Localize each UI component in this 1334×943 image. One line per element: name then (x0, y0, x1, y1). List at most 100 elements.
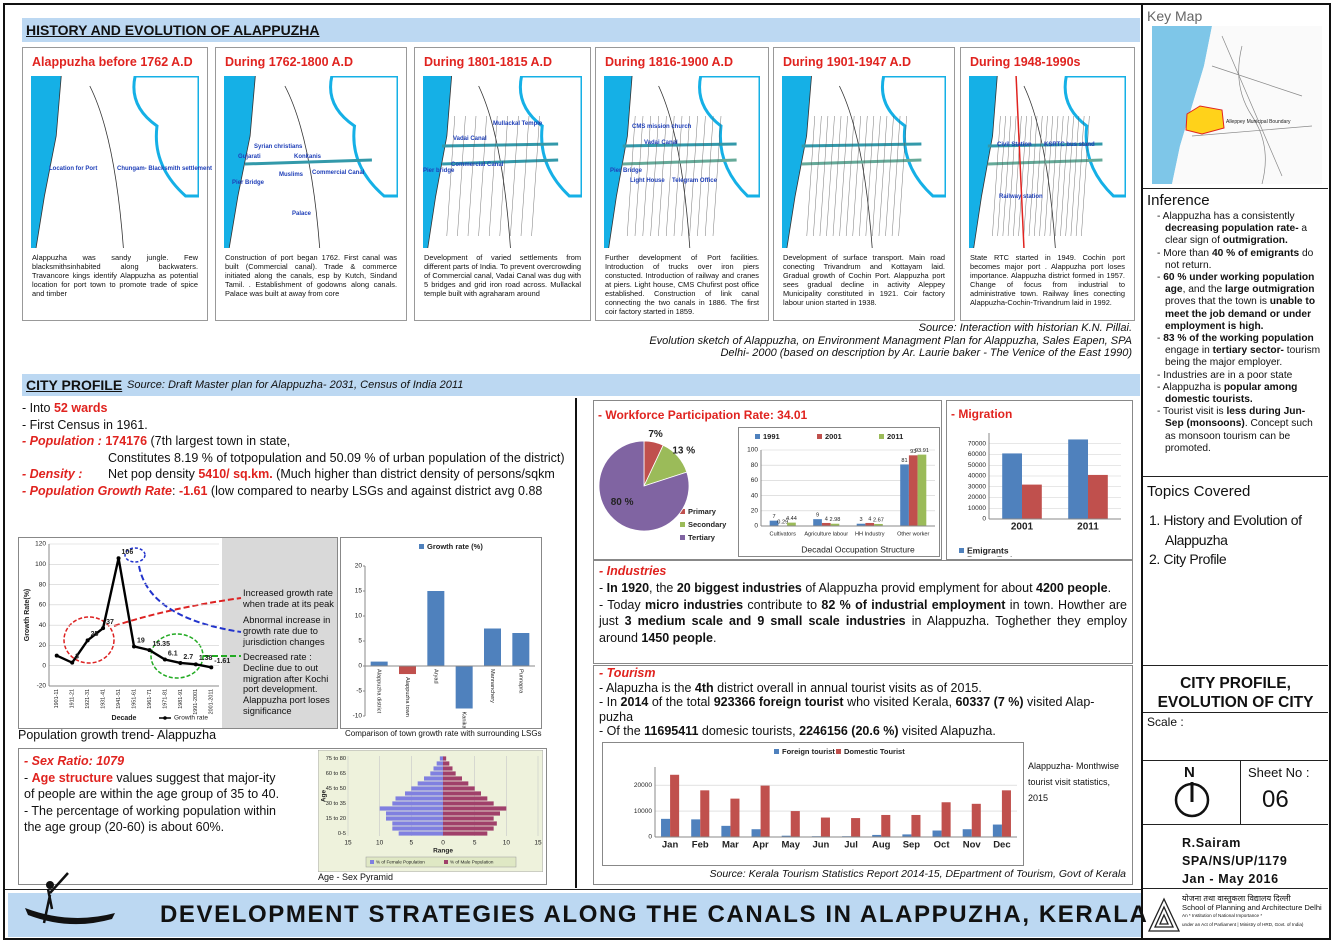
panel-title: During 1816-1900 A.D (605, 55, 734, 69)
y-tick-label: 60000 (968, 451, 986, 458)
y-tick-label: 0 (648, 834, 652, 841)
data-label: 1.38 (199, 655, 213, 662)
emphasis: 82 % of industrial employment (821, 597, 1006, 612)
data-label: 4.44 (786, 516, 797, 522)
legend-swatch (959, 548, 964, 553)
x-axis-label: Range (433, 848, 453, 855)
point (132, 644, 136, 649)
x-tick-label: 1951-61 (131, 689, 137, 709)
text-group: Net pop density 5410/ sq.km. (Much highe… (108, 466, 555, 483)
y-tick-label: 75 to 80 (326, 756, 346, 762)
divider (1240, 761, 1241, 824)
text-line: - Of the 11695411 domesic tourists, 2246… (599, 724, 1119, 739)
highlight-circle (63, 616, 115, 664)
text: - Alapuzha is the (599, 680, 695, 695)
text: of the total (648, 695, 714, 710)
point (193, 662, 198, 667)
author-block: R.Sairam SPA/NS/UP/1179 Jan - May 2016 (1182, 834, 1287, 888)
institute-name: School of Planning and Architecture Delh… (1182, 902, 1322, 912)
railway (1015, 76, 1025, 248)
sheet-title-line: EVOLUTION OF CITY (1157, 694, 1314, 711)
x-tick-label: 2001 (1011, 522, 1034, 533)
y-tick-label: 60 to 65 (326, 771, 346, 777)
institute-logo (1147, 897, 1181, 932)
legend-swatch (370, 860, 374, 864)
emphasis: outmigration. (1222, 235, 1288, 247)
x-tick-label: Apr (752, 840, 769, 851)
history-panel: During 1901-1947 A.D Development of surfa… (773, 47, 955, 321)
data-label: 9 (816, 513, 819, 519)
bar (443, 806, 507, 811)
y-tick-label: 10000 (634, 808, 652, 815)
map-label: Chungam- Blacksmith settlement (117, 166, 213, 172)
legend-label: % of Female Population (376, 860, 425, 865)
map-label: Muslims (279, 172, 304, 178)
sea (604, 76, 633, 248)
divider (1143, 188, 1328, 189)
point (101, 626, 106, 631)
text: in Alappuzha. Toghether they employ arou… (599, 614, 1127, 646)
box-title: - Workforce Participation Rate: 34.01 (598, 408, 808, 422)
x-tick-label: Jul (844, 840, 858, 851)
inference-item: - Alappuzha has a consistently decreasin… (1157, 211, 1325, 248)
y-tick-label: 20 (751, 508, 759, 515)
coast-outline (608, 76, 691, 248)
data-label: -1.61 (214, 658, 230, 665)
paragraph: - Today micro industries contribute to 8… (599, 597, 1127, 647)
map-label: Commercial Canal (451, 162, 504, 168)
bar (781, 835, 791, 837)
bar (670, 774, 680, 837)
bar (398, 831, 443, 836)
text: contribute to (743, 597, 822, 612)
inference-item: - Industries are in a poor state (1157, 370, 1325, 382)
text-line: - Into 52 wards (22, 400, 570, 417)
topic: 2. City Profile (1149, 551, 1227, 567)
text: in town. Howther are just (599, 597, 1128, 629)
sea (224, 76, 256, 248)
emphasis: 60 % under working population age (1163, 272, 1315, 296)
bar (700, 790, 710, 837)
text: - (1157, 272, 1164, 284)
bar (971, 803, 981, 837)
emphasis: 11695411 (644, 724, 699, 739)
text: . (712, 631, 717, 646)
map-label: Konkanis (294, 154, 322, 160)
legend-marker (163, 716, 167, 720)
y-tick-label: 5 (358, 638, 362, 645)
inference-item: - More than 40 % of emigrants do not ret… (1157, 248, 1325, 272)
text-line: - Population : 174176 (7th largest town … (22, 433, 570, 450)
data-label: 2.98 (830, 517, 841, 523)
y-tick-label: 0 (982, 516, 986, 523)
x-tick-label: Aug (872, 840, 891, 851)
text: - Of the (599, 724, 645, 739)
legend-swatch (444, 860, 448, 864)
canal (442, 158, 559, 166)
bar (386, 811, 443, 816)
text: - First Census in 1961. (22, 417, 148, 432)
bar (512, 633, 530, 666)
growth-chart: -20 0 20 40 60 80 100 120 1901-11 1911-21 1921-31 1… (24, 541, 242, 722)
data-label: 4 (868, 516, 871, 522)
tourism-chart: 0 10000 20000 Jan Feb Mar Apr May Jun Jul Aug Sep Oc… (634, 747, 1017, 851)
growth-chart-box: -20 0 20 40 60 80 100 120 1901-11 1911-21 1921-31 1… (18, 537, 338, 729)
bar (900, 464, 909, 526)
bar (1088, 474, 1108, 519)
legend-label: % of Male Population (450, 860, 494, 865)
text-line: - Age structure values suggest that majo… (24, 770, 286, 803)
text: of Alappuzha provid emplyment for about (801, 580, 1037, 595)
data-label: 19 (137, 637, 145, 644)
tourism-box: - Tourism - Alapuzha is the 4th district… (593, 665, 1133, 885)
history-panel: Alappuzha before 1762 A.D Location for Po… (22, 47, 212, 321)
section-title: CITY PROFILE (26, 377, 123, 393)
y-tick-label: 30000 (968, 483, 986, 490)
bar (787, 522, 796, 526)
legend-label: Growth rate (174, 715, 208, 722)
key-map-title: Key Map (1147, 8, 1203, 24)
text: - (1157, 333, 1164, 345)
map-label: Railway station (999, 194, 1043, 200)
map-label: Pier bridge (423, 168, 455, 174)
text: values suggest that major-ity of people … (24, 770, 280, 802)
bar (443, 761, 450, 766)
x-tick-label: 15 (534, 840, 542, 847)
box-title: - Industries (599, 564, 667, 578)
